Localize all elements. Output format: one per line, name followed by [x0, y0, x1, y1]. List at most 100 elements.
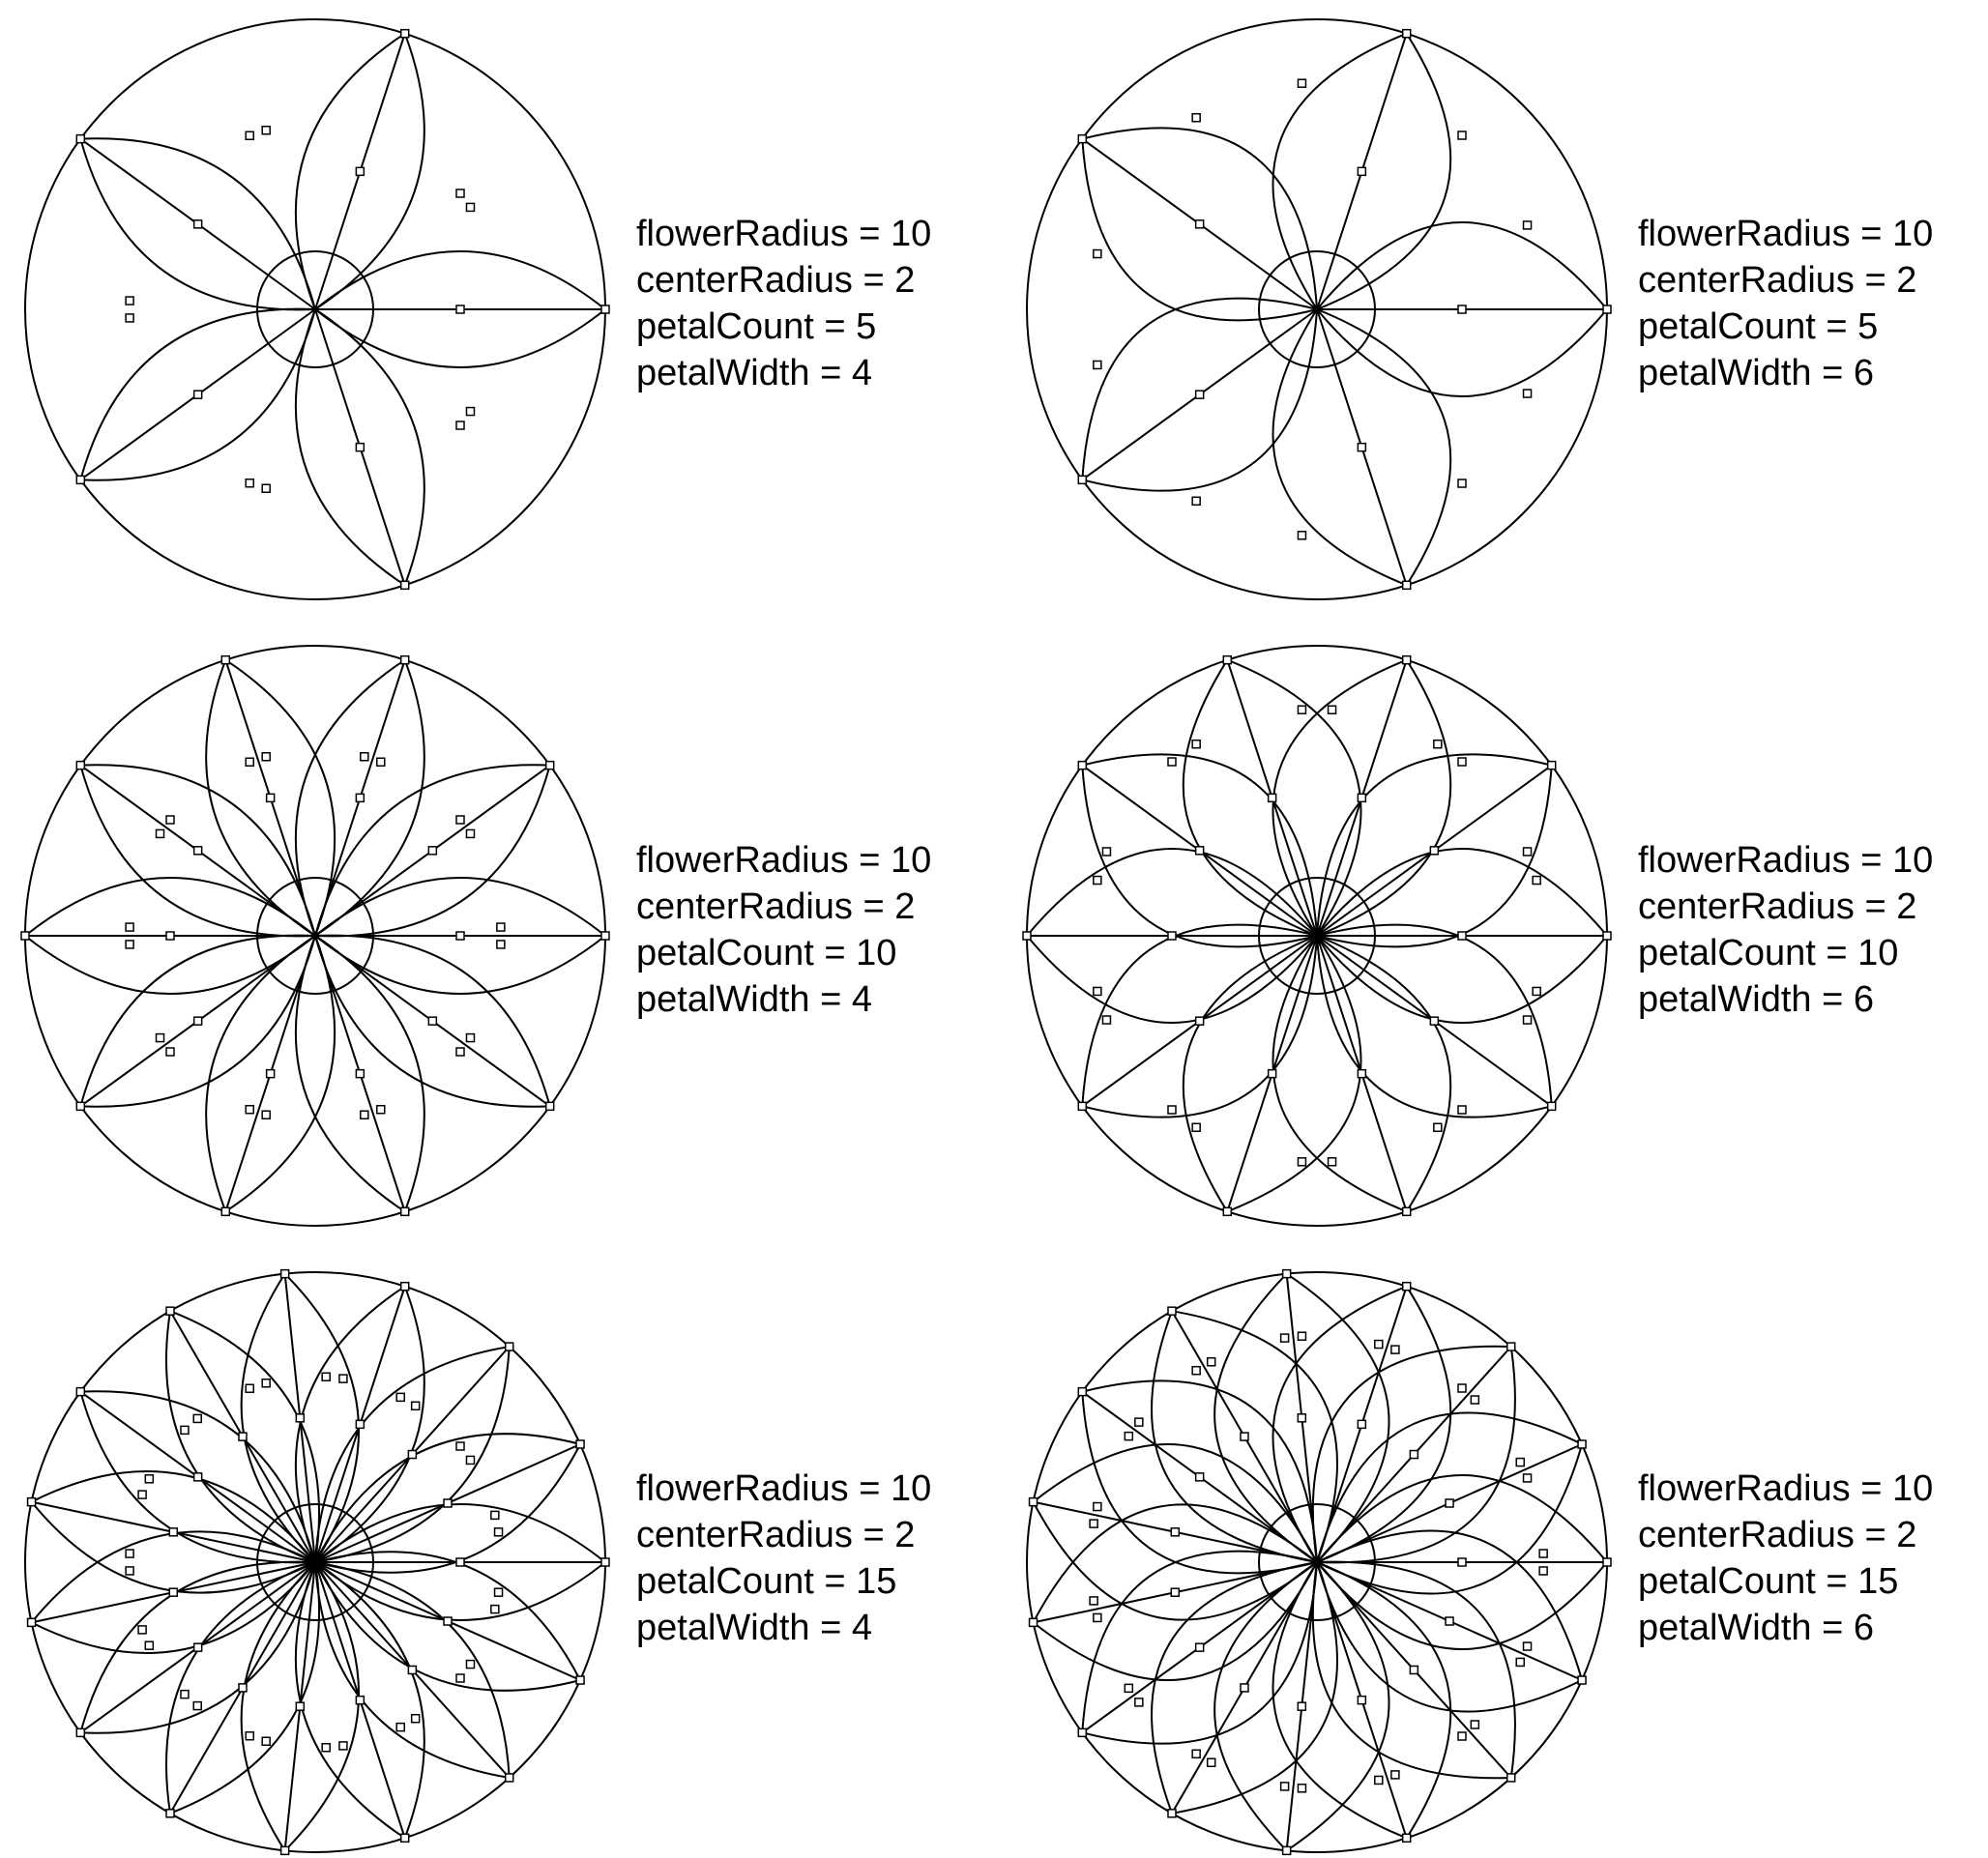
control-point-marker — [1281, 1845, 1292, 1856]
control-point-marker — [1445, 1616, 1454, 1626]
control-point-marker — [125, 940, 134, 949]
control-point-marker — [1297, 78, 1307, 88]
control-point-marker — [1191, 496, 1201, 507]
flower-radius-label: flowerRadius = 10 — [1638, 214, 1934, 254]
control-point-marker — [496, 922, 506, 932]
control-point-marker — [1101, 847, 1112, 856]
control-point-marker — [1240, 1432, 1249, 1441]
control-point-marker — [1522, 847, 1533, 856]
control-point-marker — [496, 940, 506, 949]
control-point-marker — [1167, 757, 1177, 767]
control-point-marker — [1357, 793, 1367, 803]
panel-2-flower — [1026, 18, 1612, 600]
control-point-marker — [192, 1642, 203, 1652]
control-point-marker — [427, 1016, 438, 1026]
control-point-marker — [220, 654, 231, 665]
control-point-marker — [279, 1845, 290, 1856]
control-point-marker — [1409, 1665, 1419, 1675]
control-point-marker — [1429, 1016, 1440, 1026]
control-point-marker — [493, 1587, 504, 1597]
control-point-marker — [410, 1401, 421, 1411]
control-point-marker — [279, 1268, 290, 1279]
flower-radius-label: flowerRadius = 10 — [1638, 1468, 1934, 1509]
control-point-marker — [355, 1068, 365, 1079]
control-point-marker — [407, 1449, 418, 1460]
control-point-marker — [455, 305, 465, 314]
panel-5-parameters: flowerRadius = 10 centerRadius = 2 petal… — [636, 1466, 931, 1651]
control-point-marker — [137, 1625, 147, 1635]
control-point-marker — [1401, 28, 1412, 39]
center-radius-label: centerRadius = 2 — [1638, 886, 1917, 927]
control-point-marker — [26, 1617, 37, 1628]
control-point-marker — [1093, 875, 1102, 885]
control-point-marker — [399, 1281, 410, 1292]
panel-6-parameters: flowerRadius = 10 centerRadius = 2 petal… — [1638, 1466, 1933, 1651]
control-point-marker — [1077, 475, 1088, 485]
control-point-marker — [355, 793, 365, 803]
control-point-marker — [1538, 1549, 1548, 1558]
control-point-marker — [504, 1342, 514, 1351]
panel-1-parameters: flowerRadius = 10 centerRadius = 2 petal… — [636, 211, 931, 396]
control-point-marker — [75, 133, 86, 144]
control-point-marker — [1602, 1557, 1612, 1567]
control-point-marker — [575, 1675, 585, 1685]
control-point-marker — [1457, 931, 1467, 941]
control-point-marker — [443, 1498, 453, 1508]
control-point-marker — [165, 1306, 175, 1316]
control-point-marker — [1167, 1306, 1177, 1316]
control-point-marker — [399, 28, 410, 39]
control-point-marker — [1093, 1501, 1102, 1512]
control-point-marker — [410, 1713, 421, 1724]
control-point-marker — [1457, 131, 1467, 140]
petal-count-label: petalCount = 5 — [1638, 306, 1879, 347]
control-point-marker — [192, 219, 203, 229]
control-point-marker — [395, 1722, 405, 1732]
center-circle — [256, 1503, 374, 1621]
control-point-marker — [490, 1510, 500, 1521]
control-point-marker — [399, 654, 410, 665]
control-point-marker — [125, 313, 134, 323]
control-point-marker — [1167, 1809, 1177, 1818]
control-point-marker — [1602, 305, 1612, 314]
control-point-marker — [1457, 1105, 1467, 1115]
control-point-marker — [1457, 1731, 1467, 1741]
control-point-marker — [360, 752, 369, 762]
control-point-marker — [493, 1527, 504, 1537]
control-point-marker — [1401, 580, 1412, 591]
control-point-marker — [75, 1101, 86, 1112]
control-point-marker — [125, 296, 134, 305]
control-point-marker — [1602, 931, 1612, 941]
control-point-marker — [1297, 1784, 1307, 1793]
control-point-marker — [1457, 1557, 1467, 1567]
control-point-marker — [1357, 1068, 1367, 1079]
control-point-marker — [1390, 1770, 1400, 1780]
control-point-marker — [1470, 1395, 1480, 1405]
control-point-marker — [1028, 1496, 1038, 1507]
control-point-marker — [1522, 1641, 1533, 1651]
control-point-marker — [1222, 654, 1233, 665]
panel-6-flower — [1026, 1268, 1612, 1856]
control-point-marker — [165, 931, 175, 941]
center-radius-label: centerRadius = 2 — [636, 260, 916, 301]
control-point-marker — [1191, 1122, 1201, 1133]
control-point-marker — [1357, 1419, 1367, 1430]
control-point-marker — [1093, 248, 1102, 259]
control-point-marker — [1222, 1206, 1233, 1217]
control-point-marker — [1297, 1413, 1307, 1423]
flower-radius-label: flowerRadius = 10 — [1638, 840, 1934, 881]
control-point-marker — [261, 1379, 271, 1388]
control-point-marker — [1522, 1015, 1533, 1025]
control-point-marker — [465, 406, 476, 417]
control-point-marker — [1297, 1331, 1307, 1341]
control-point-marker — [1327, 1157, 1337, 1167]
control-point-marker — [338, 1374, 348, 1383]
control-point-marker — [1297, 531, 1307, 540]
control-point-marker — [1522, 389, 1533, 398]
control-point-marker — [168, 1587, 179, 1597]
control-point-marker — [399, 1833, 410, 1843]
control-point-marker — [504, 1773, 514, 1783]
control-point-marker — [261, 1110, 271, 1119]
control-point-marker — [1546, 760, 1557, 770]
control-point-marker — [1194, 1472, 1205, 1482]
control-point-marker — [600, 305, 610, 314]
